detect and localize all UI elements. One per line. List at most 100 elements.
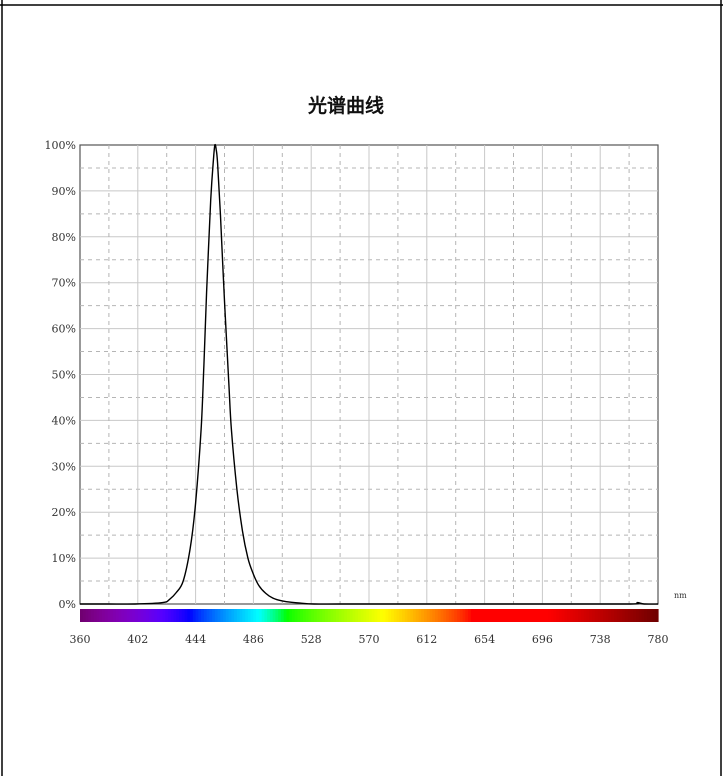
- spectrum-segment: [517, 609, 521, 622]
- spectrum-segment: [399, 609, 403, 622]
- spectrum-segment: [327, 609, 332, 622]
- spectrum-segment: [346, 609, 351, 622]
- spectrum-segment: [313, 609, 318, 622]
- x-tick-label: 654: [474, 633, 495, 646]
- x-tick-label: 780: [648, 633, 669, 646]
- spectrum-segment: [561, 609, 566, 622]
- spectrum-segment: [294, 609, 299, 622]
- spectrum-segment: [236, 609, 241, 622]
- y-tick-label: 60%: [52, 323, 76, 336]
- spectrum-segment: [256, 609, 260, 622]
- y-tick-label: 70%: [52, 277, 76, 290]
- spectrum-segment: [135, 609, 139, 622]
- x-tick-label: 528: [301, 633, 322, 646]
- spectrum-segment: [113, 609, 117, 622]
- spectrum-segment: [209, 609, 213, 622]
- spectrum-segment: [239, 609, 243, 622]
- spectrum-segment: [245, 609, 249, 622]
- y-tick-label: 20%: [52, 506, 76, 519]
- spectrum-segment: [126, 609, 131, 622]
- spectrum-segment: [385, 609, 389, 622]
- y-tick-label: 100%: [45, 139, 76, 152]
- spectrum-segment: [652, 609, 656, 622]
- spectrum-segment: [619, 609, 623, 622]
- spectrum-segment: [203, 609, 208, 622]
- spectrum-segment: [410, 609, 414, 622]
- spectrum-segment: [655, 609, 659, 622]
- spectrum-segment: [539, 609, 543, 622]
- spectrum-segment: [195, 609, 199, 622]
- spectrum-segment: [228, 609, 232, 622]
- spectrum-segment: [396, 609, 400, 622]
- x-unit-label: nm: [674, 591, 687, 600]
- spectrum-segment: [121, 609, 125, 622]
- spectrum-segment: [220, 609, 224, 622]
- spectrum-segment: [435, 609, 439, 622]
- spectrum-segment: [479, 609, 483, 622]
- spectrum-segment: [96, 609, 100, 622]
- y-tick-label: 50%: [52, 369, 76, 382]
- spectrum-segment: [649, 609, 654, 622]
- spectrum-segment: [214, 609, 219, 622]
- spectrum-segment: [564, 609, 568, 622]
- spectrum-segment: [413, 609, 417, 622]
- spectrum-segment: [404, 609, 409, 622]
- spectrum-segment: [278, 609, 282, 622]
- spectrum-segment: [154, 609, 158, 622]
- spectrum-segment: [446, 609, 450, 622]
- spectrum-segment: [217, 609, 221, 622]
- spectrum-segment: [223, 609, 227, 622]
- spectrum-segment: [644, 609, 648, 622]
- spectrum-segment: [308, 609, 312, 622]
- spectrum-segment: [225, 609, 230, 622]
- spectrum-segment: [369, 609, 373, 622]
- spectrum-segment: [429, 609, 433, 622]
- grid: [80, 145, 658, 604]
- spectrum-segment: [424, 609, 428, 622]
- spectrum-segment: [457, 609, 461, 622]
- spectrum-segment: [151, 609, 155, 622]
- spectrum-segment: [492, 609, 497, 622]
- spectrum-segment: [275, 609, 279, 622]
- spectrum-segment: [388, 609, 392, 622]
- spectrum-segment: [184, 609, 188, 622]
- spectrum-segment: [380, 609, 384, 622]
- x-tick-label: 738: [590, 633, 611, 646]
- spectrum-segment: [580, 609, 585, 622]
- spectrum-segment: [267, 609, 271, 622]
- spectrum-segment: [402, 609, 406, 622]
- spectrum-segment: [605, 609, 610, 622]
- spectrum-segment: [553, 609, 557, 622]
- spectrum-segment: [146, 609, 150, 622]
- spectrum-segment: [550, 609, 555, 622]
- x-tick-label: 612: [416, 633, 437, 646]
- spectrum-segment: [104, 609, 109, 622]
- spectrum-segment: [291, 609, 296, 622]
- spectrum-segment: [583, 609, 588, 622]
- spectrum-segment: [179, 609, 183, 622]
- spectrum-segment: [572, 609, 577, 622]
- spectrum-segment: [594, 609, 599, 622]
- spectrum-segment: [181, 609, 186, 622]
- spectrum-segment: [462, 609, 466, 622]
- spectrum-segment: [85, 609, 89, 622]
- spectrum-segment: [286, 609, 290, 622]
- spectrum-segment: [509, 609, 513, 622]
- y-tick-label: 30%: [52, 460, 76, 473]
- x-tick-label: 696: [532, 633, 553, 646]
- spectrum-segment: [391, 609, 395, 622]
- spectrum-segment: [437, 609, 442, 622]
- spectrum-segment: [324, 609, 329, 622]
- spectrum-segment: [91, 609, 95, 622]
- spectrum-segment: [289, 609, 293, 622]
- spectrum-segment: [352, 609, 356, 622]
- spectrum-segment: [569, 609, 574, 622]
- spectrum-segment: [432, 609, 436, 622]
- x-tick-label: 486: [243, 633, 264, 646]
- spectrum-segment: [503, 609, 508, 622]
- spectrum-segment: [363, 609, 367, 622]
- spectrum-segment: [258, 609, 263, 622]
- spectrum-segment: [523, 609, 527, 622]
- spectrum-segment: [173, 609, 177, 622]
- spectrum-segment: [575, 609, 579, 622]
